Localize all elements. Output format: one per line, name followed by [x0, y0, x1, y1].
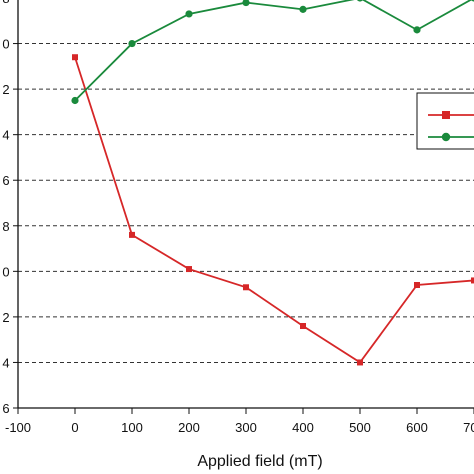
series-line: [74, 56, 474, 364]
legend-marker-square: [442, 111, 450, 119]
y-tick-label: 4: [2, 128, 9, 143]
data-point-square: [357, 359, 363, 366]
data-point-circle: [413, 26, 421, 34]
data-point-circle: [242, 0, 250, 7]
data-point-square: [243, 284, 249, 291]
legend-box: [416, 92, 474, 150]
y-tick-label: 2: [2, 310, 9, 325]
x-tick-label: 500: [349, 420, 371, 435]
data-point-circle: [471, 0, 474, 2]
x-tick-label: 700: [463, 420, 474, 435]
x-axis-title: Applied field (mT): [197, 453, 322, 470]
x-tick-label: 100: [121, 420, 143, 435]
x-tick-label: 300: [235, 420, 257, 435]
axes: 8 0 2 4 6 8 0 2 4 6 -100 0 100 200 300 400 500 600 700: [2, 0, 474, 435]
x-tick-label: -100: [5, 420, 31, 435]
x-tick-label: 0: [71, 420, 78, 435]
series-circle: [71, 0, 474, 105]
data-point-circle: [185, 10, 193, 18]
y-tick-label: 2: [2, 82, 9, 97]
y-tick-label: 0: [2, 37, 9, 52]
data-point-square: [471, 277, 474, 284]
series-square: [72, 54, 474, 366]
y-tick-label: 4: [2, 355, 9, 370]
y-tick-label: 0: [2, 264, 9, 279]
data-point-square: [129, 231, 135, 238]
legend: [416, 92, 474, 150]
data-point-square: [186, 266, 192, 273]
y-tick-label: 8: [2, 219, 9, 234]
data-point-circle: [71, 96, 79, 105]
data-point-square: [72, 54, 78, 61]
grid-lines: [18, 43, 474, 363]
data-point-square: [414, 282, 420, 288]
data-point-circle: [128, 39, 136, 48]
series-group: [71, 0, 474, 366]
y-tick-label: 8: [2, 0, 9, 6]
data-point-circle: [299, 5, 307, 13]
y-tick-label: 6: [2, 401, 9, 416]
x-tick-label: 400: [292, 420, 314, 435]
y-tick-label: 6: [2, 173, 9, 188]
data-point-square: [300, 323, 306, 329]
legend-marker-circle: [441, 132, 451, 142]
x-tick-label: 600: [406, 420, 428, 435]
data-point-circle: [357, 0, 363, 2]
x-tick-label: 200: [178, 420, 200, 435]
series-line: [74, 0, 473, 102]
